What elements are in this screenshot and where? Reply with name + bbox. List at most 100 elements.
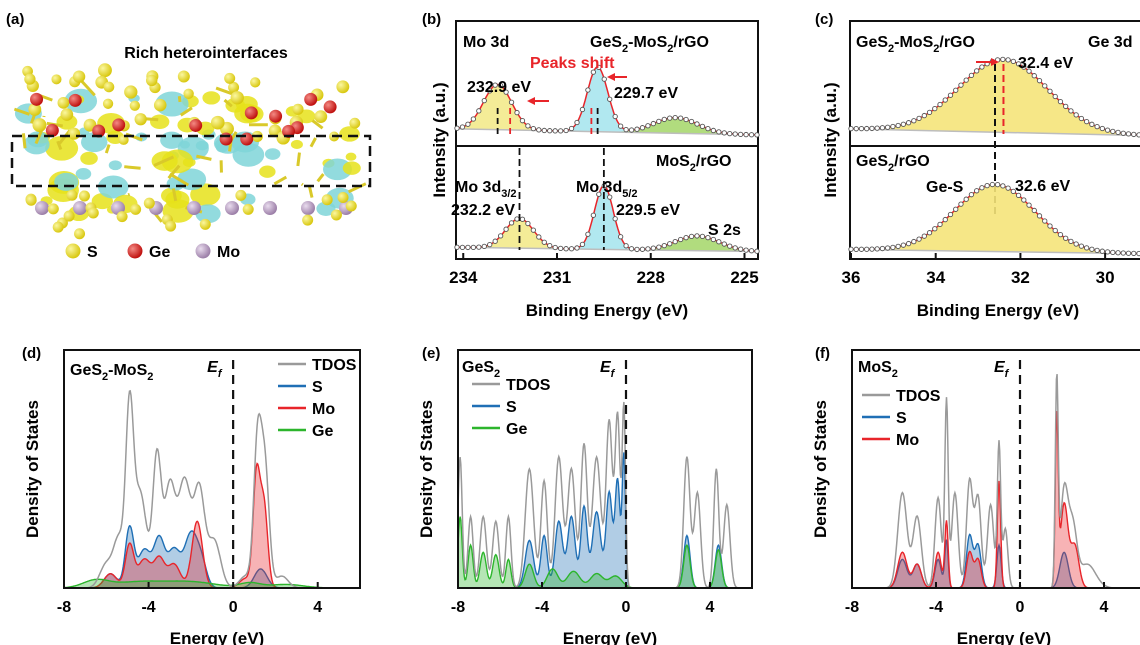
fitted-peak-227.2: [457, 117, 757, 135]
raw-data-point: [650, 120, 657, 127]
panel-b-top-region: Mo 3d: [463, 34, 509, 51]
raw-data-point: [1068, 238, 1074, 245]
dos-e-frame: [457, 349, 753, 589]
raw-data-point: [705, 234, 711, 241]
heterostructure-illustration: [13, 63, 367, 240]
raw-data-point: [628, 127, 635, 133]
x-tick-label: 4: [1100, 599, 1109, 616]
bond: [196, 154, 212, 161]
raw-data-point: [716, 129, 722, 135]
raw-data-point: [1021, 197, 1027, 203]
isosurface-blob: [150, 114, 170, 130]
bond: [171, 188, 178, 202]
raw-data-point: [645, 246, 651, 252]
raw-data-point: [979, 64, 985, 70]
raw-data-point: [508, 220, 515, 226]
background-line: [850, 248, 1140, 255]
x-tick-label: 32: [1011, 268, 1030, 287]
raw-data-point: [1031, 73, 1037, 79]
raw-data-point: [963, 77, 969, 83]
raw-data-point: [932, 226, 938, 232]
bond: [347, 182, 367, 194]
raw-data-point: [677, 115, 684, 121]
raw-data-point: [656, 118, 662, 125]
raw-data-point: [754, 248, 760, 254]
raw-data-point: [557, 128, 564, 134]
raw-data-point: [1125, 250, 1132, 256]
raw-data-point: [895, 122, 901, 129]
raw-data-point: [1136, 250, 1140, 257]
sulfur-atom: [330, 209, 342, 221]
germanium-atom: [240, 132, 254, 146]
mo-3d52-label: Mo 3d5/2: [576, 179, 638, 200]
raw-data-point: [1026, 68, 1032, 74]
x-tick-label: 0: [1016, 599, 1025, 616]
raw-data-point: [848, 246, 854, 252]
germanium-atom: [45, 123, 59, 137]
s-pdos-area: [458, 452, 752, 589]
sulfur-atom: [199, 218, 211, 230]
legend-label-tdos: TDOS: [896, 388, 941, 405]
raw-data-point: [885, 245, 891, 251]
mo-pdos-area: [64, 462, 360, 589]
sulfur-atom: [102, 98, 114, 109]
raw-data-point: [1136, 132, 1140, 138]
raw-data-point: [958, 82, 964, 88]
raw-data-point: [953, 206, 959, 212]
raw-data-point: [557, 245, 564, 252]
panel-c-ylabel: Intensity (a.u.): [821, 82, 840, 197]
raw-data-point: [1104, 249, 1111, 255]
raw-data-point: [1015, 61, 1022, 67]
raw-data-point: [737, 246, 744, 252]
isosurface-blob: [80, 132, 108, 153]
panel-c-bottom-spectrum: [848, 181, 1140, 257]
bond: [316, 173, 325, 183]
sulfur-atom: [116, 211, 128, 223]
fitted-peak-32.6: [851, 184, 1139, 254]
raw-data-point: [694, 233, 700, 239]
raw-data-point: [1089, 246, 1095, 252]
sulfur-atom: [177, 70, 190, 83]
isosurface-blob: [259, 165, 276, 178]
panel-c-top-sample: GeS2-MoS2/rGO: [856, 34, 975, 55]
raw-data-point: [552, 128, 558, 134]
raw-data-point: [1094, 247, 1100, 254]
isosurface-blob: [54, 172, 79, 191]
panel-d-title: GeS2-MoS2: [70, 362, 153, 383]
raw-data-point: [459, 124, 466, 130]
sulfur-atom: [224, 72, 236, 84]
x-axis-label: Energy (eV): [957, 629, 1051, 645]
sulfur-atom: [130, 203, 142, 215]
raw-data-point: [656, 244, 662, 250]
sulfur-atom: [337, 192, 349, 204]
raw-data-point: [596, 64, 602, 71]
sulfur-atom: [97, 63, 112, 78]
sulfur-atom: [72, 70, 86, 83]
panel-c-region: Ge 3d: [1088, 34, 1132, 51]
sulfur-atom: [349, 117, 361, 129]
bond: [215, 86, 234, 96]
x-tick-label: 4: [706, 599, 715, 616]
germanium-atom: [304, 92, 318, 106]
raw-data-point: [694, 121, 700, 127]
raw-data-point: [848, 125, 854, 132]
sulfur-atom: [143, 197, 155, 209]
panel-b: (b) 234 231 228 225 Intensity (a.u.) Bindin…: [422, 11, 760, 320]
raw-data-point: [508, 99, 515, 105]
x-tick-label: 36: [842, 268, 861, 287]
raw-data-point: [737, 131, 744, 138]
sulfur-atom: [78, 190, 90, 202]
raw-data-point: [1010, 188, 1016, 194]
raw-data-point: [530, 125, 537, 132]
sulfur-atom: [153, 98, 167, 112]
raw-data-point: [1110, 249, 1116, 256]
panel-a-title: Rich heterointerfaces: [124, 45, 288, 62]
raw-data-point: [465, 244, 471, 251]
germanium-atom: [269, 109, 283, 123]
raw-data-point: [1078, 243, 1085, 249]
raw-data-point: [601, 76, 607, 82]
background-line: [456, 246, 758, 253]
raw-data-point: [942, 216, 948, 223]
raw-data-point: [579, 241, 586, 248]
raw-data-point: [590, 212, 597, 218]
